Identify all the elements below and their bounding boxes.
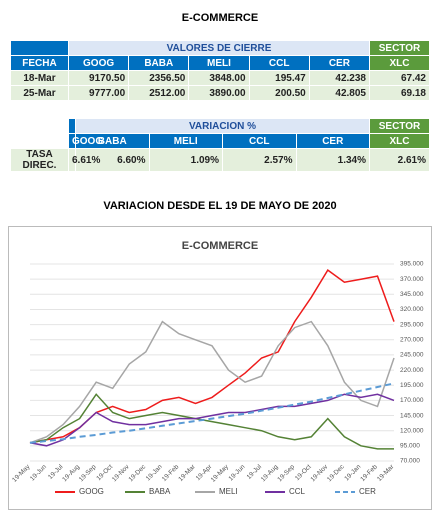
blank-cell (10, 118, 69, 134)
cell: 2.61% (369, 148, 430, 172)
cell: 42.805 (308, 85, 371, 101)
cell: 3848.00 (188, 70, 250, 86)
y-tick-label: 120.000 (400, 427, 424, 434)
legend-label: MELI (219, 487, 238, 496)
cell: 69.18 (369, 85, 430, 101)
column-header: MELI (148, 133, 223, 149)
sector-header: SECTOR (369, 40, 430, 56)
row-label: TASA DIREC. (10, 148, 69, 172)
y-tick-label: 345.000 (400, 291, 424, 298)
column-header: CCL (222, 133, 297, 149)
section-title: VARIACION DESDE EL 19 DE MAYO DE 2020 (103, 200, 337, 212)
y-tick-label: 270.000 (400, 336, 424, 343)
line (29, 320, 395, 444)
column-header: XLC (369, 133, 430, 149)
cell: 2.57% (222, 148, 297, 172)
y-tick-label: 145.000 (400, 412, 424, 419)
y-tick-label: 70.000 (400, 458, 420, 465)
cell: 2512.00 (128, 85, 190, 101)
cell: 1.34% (295, 148, 370, 172)
row-label: 18-Mar (10, 70, 69, 86)
cell: 2356.50 (128, 70, 190, 86)
y-tick-label: 320.000 (400, 306, 424, 313)
y-tick-label: 295.000 (400, 321, 424, 328)
column-header: BABA (128, 55, 190, 71)
sector-header: SECTOR (369, 118, 430, 134)
chart-frame (8, 226, 432, 510)
column-header: BABA (75, 133, 150, 149)
legend-label: CER (359, 487, 376, 496)
variation-table: VARIACION %SECTOR GOOGBABAMELICCLCERXLC … (10, 118, 430, 172)
column-header: MELI (188, 55, 250, 71)
column-header: XLC (369, 55, 430, 71)
column-header: CER (308, 55, 371, 71)
cell: 42.238 (308, 70, 371, 86)
y-tick-label: 220.000 (400, 367, 424, 374)
y-tick-label: 195.000 (400, 382, 424, 389)
cell: 195.47 (248, 70, 310, 86)
legend-label: GOOG (79, 487, 104, 496)
row-label: 25-Mar (10, 85, 69, 101)
column-header: CCL (248, 55, 310, 71)
y-tick-label: 95.000 (400, 443, 420, 450)
cell: 9170.50 (67, 70, 130, 86)
line (29, 393, 395, 447)
group-header: VALORES DE CIERRE (68, 40, 370, 56)
legend-label: CCL (289, 487, 306, 496)
column-header: GOOG (67, 55, 130, 71)
cell: 200.50 (248, 85, 310, 101)
cell: 6.60% (75, 148, 150, 172)
cell: 9777.00 (67, 85, 130, 101)
y-tick-label: 170.000 (400, 397, 424, 404)
y-tick-label: 395.000 (400, 261, 424, 268)
closing-table: VALORES DE CIERRE SECTOR FECHA GOOG BABA MEL… (10, 40, 430, 101)
chart: E-COMMERCE 70.000 95.000 120.000 145.000 170… (8, 226, 432, 510)
blank-cell (10, 133, 69, 149)
line (29, 382, 395, 444)
y-tick-label: 245.000 (400, 352, 424, 359)
column-header: CER (295, 133, 370, 149)
cell: 1.09% (148, 148, 223, 172)
group-header: VARIACION % (75, 118, 370, 134)
blank-cell (68, 118, 76, 134)
chart-title: E-COMMERCE (182, 240, 258, 252)
cell: 67.42 (369, 70, 430, 86)
y-tick-label: 370.000 (400, 276, 424, 283)
line (29, 393, 394, 450)
column-header: FECHA (10, 55, 69, 71)
legend-label: BABA (149, 487, 171, 496)
cell: 6.61% (68, 148, 100, 172)
blank-cell (10, 40, 69, 56)
page-title: E-COMMERCE (181, 12, 259, 24)
column-header: GOOG (68, 133, 103, 149)
cell: 3890.00 (188, 85, 250, 101)
